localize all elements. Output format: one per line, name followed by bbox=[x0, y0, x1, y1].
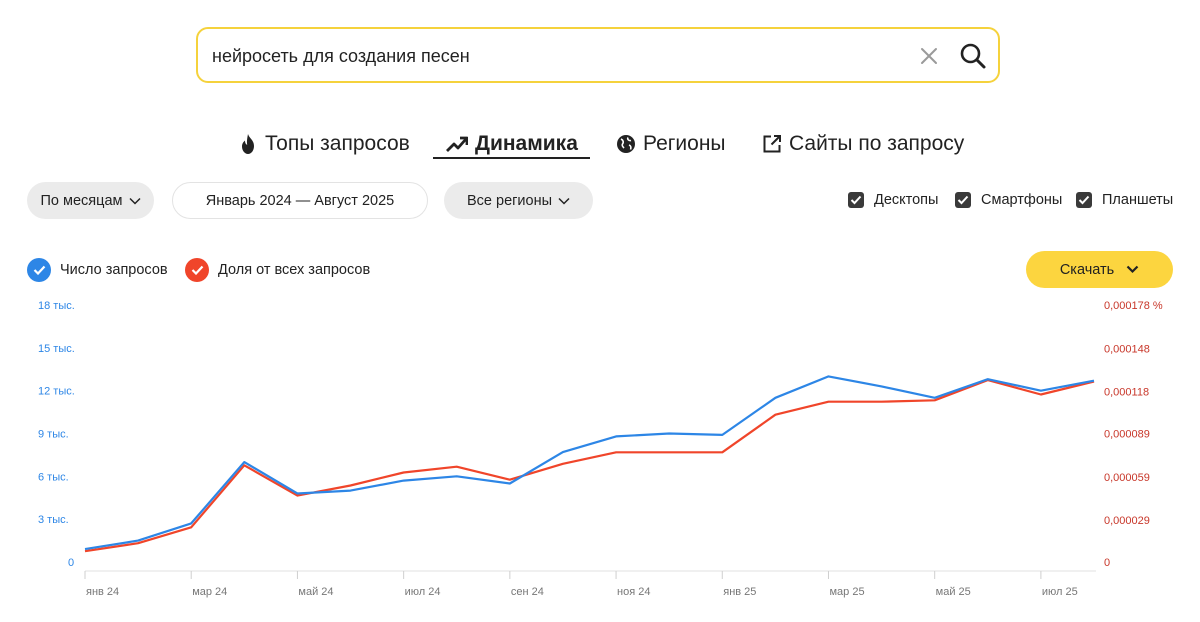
chevron-down-icon bbox=[558, 197, 570, 205]
x-tick-label: май 25 bbox=[936, 586, 971, 598]
tab-dynamics[interactable]: Динамика bbox=[446, 130, 578, 158]
y-right-tick-label: 0,000029 bbox=[1104, 515, 1150, 527]
series-line-share bbox=[84, 378, 1095, 553]
y-left-tick-label: 18 тыс. bbox=[38, 300, 75, 312]
legend-share-toggle[interactable]: Доля от всех запросов bbox=[185, 256, 370, 284]
y-right-tick-label: 0,000118 bbox=[1104, 387, 1149, 399]
x-tick-label: май 24 bbox=[298, 586, 333, 598]
x-tick-label: мар 25 bbox=[829, 586, 864, 598]
y-right-tick-label: 0,000089 bbox=[1104, 429, 1150, 441]
region-select[interactable]: Все регионы bbox=[444, 182, 593, 219]
x-tick-label: июл 25 bbox=[1042, 586, 1078, 598]
y-left-tick-label: 15 тыс. bbox=[38, 343, 75, 355]
x-tick-label: ноя 24 bbox=[617, 586, 650, 598]
chevron-down-icon bbox=[1126, 265, 1139, 274]
device-smartphone-checkbox[interactable]: Смартфоны bbox=[955, 190, 1062, 210]
region-label: Все регионы bbox=[466, 192, 553, 209]
y-right-tick-label: 0,000148 bbox=[1104, 343, 1150, 355]
x-tick-label: июл 24 bbox=[405, 586, 441, 598]
active-tab-indicator bbox=[433, 157, 590, 159]
y-left-tick-label: 3 тыс. bbox=[38, 514, 69, 526]
tab-label: Топы запросов bbox=[265, 132, 410, 155]
series-line-count bbox=[84, 375, 1095, 551]
date-range-select[interactable]: Январь 2024 — Август 2025 bbox=[172, 182, 428, 219]
download-button[interactable]: Скачать bbox=[1026, 251, 1173, 288]
tabs: Топы запросов Динамика Регионы Сайты по … bbox=[0, 130, 1200, 160]
y-right-tick-label: 0,000178 % bbox=[1104, 300, 1163, 312]
download-label: Скачать bbox=[1059, 261, 1115, 278]
search-button[interactable] bbox=[958, 41, 988, 71]
close-icon bbox=[921, 48, 937, 64]
tab-regions[interactable]: Регионы bbox=[616, 130, 726, 158]
device-label: Планшеты bbox=[1102, 192, 1174, 208]
date-range-label: Январь 2024 — Август 2025 bbox=[205, 192, 395, 209]
check-circle-icon bbox=[27, 258, 51, 282]
legend-count-toggle[interactable]: Число запросов bbox=[27, 256, 168, 284]
device-label: Смартфоны bbox=[981, 192, 1063, 208]
tab-label: Динамика bbox=[475, 132, 578, 155]
clear-search-button[interactable] bbox=[916, 43, 942, 69]
legend-label: Доля от всех запросов bbox=[218, 262, 371, 278]
tab-top-queries[interactable]: Топы запросов bbox=[238, 130, 410, 158]
external-link-icon bbox=[763, 135, 781, 153]
tab-label: Сайты по запросу bbox=[789, 132, 965, 155]
device-label: Десктопы bbox=[874, 192, 939, 208]
chevron-down-icon bbox=[128, 197, 141, 205]
globe-icon bbox=[617, 135, 635, 153]
y-left-tick-label: 6 тыс. bbox=[38, 471, 69, 483]
device-desktop-checkbox[interactable]: Десктопы bbox=[848, 190, 938, 210]
fire-icon bbox=[242, 134, 254, 154]
checkbox-checked-icon bbox=[848, 192, 864, 208]
y-right-tick-label: 0 bbox=[1104, 557, 1110, 569]
search-bar bbox=[196, 27, 1000, 83]
x-tick-label: янв 25 bbox=[723, 586, 756, 598]
x-tick-label: янв 24 bbox=[86, 586, 119, 598]
x-tick-label: сен 24 bbox=[511, 586, 544, 598]
y-left-tick-label: 9 тыс. bbox=[38, 429, 69, 441]
checkbox-checked-icon bbox=[955, 192, 971, 208]
tab-label: Регионы bbox=[643, 132, 726, 155]
device-tablet-checkbox[interactable]: Планшеты bbox=[1076, 190, 1173, 210]
period-select[interactable]: По месяцам bbox=[27, 182, 154, 219]
tab-sites[interactable]: Сайты по запросу bbox=[762, 130, 964, 158]
legend-label: Число запросов bbox=[60, 262, 168, 278]
period-label: По месяцам bbox=[40, 192, 123, 209]
y-left-tick-label: 12 тыс. bbox=[38, 386, 75, 398]
y-right-tick-label: 0,000059 bbox=[1104, 472, 1150, 484]
y-left-tick-label: 0 bbox=[68, 557, 74, 569]
trend-up-icon bbox=[446, 136, 468, 152]
check-circle-icon bbox=[185, 258, 209, 282]
dynamics-chart: янв 24 мар 24 май 24 июл 24 сен 24 ноя 24 янв … bbox=[38, 300, 1163, 598]
search-icon bbox=[960, 43, 986, 69]
checkbox-checked-icon bbox=[1076, 192, 1092, 208]
x-tick-label: мар 24 bbox=[192, 586, 227, 598]
search-input[interactable] bbox=[212, 43, 892, 69]
